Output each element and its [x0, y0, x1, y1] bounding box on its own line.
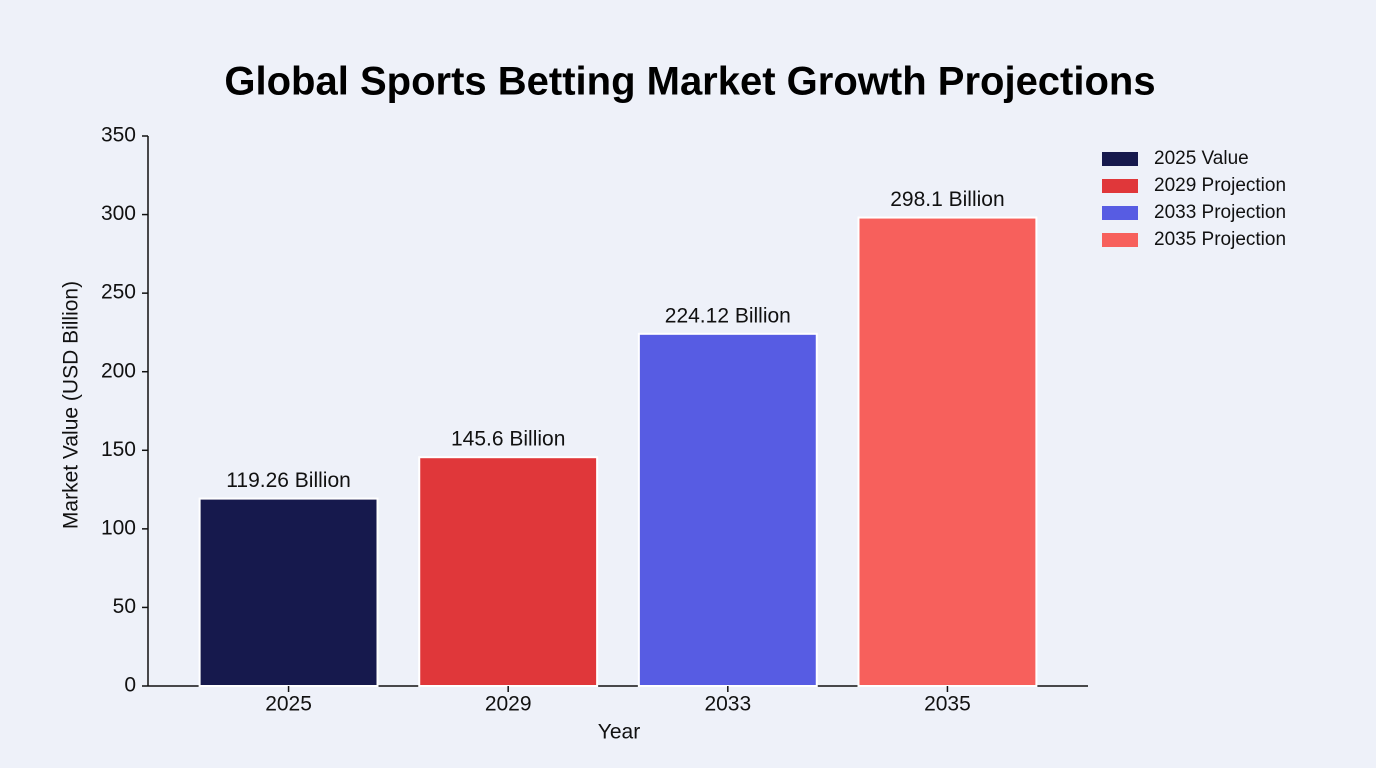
legend-swatch [1102, 152, 1138, 166]
y-tick-label: 200 [101, 359, 136, 382]
y-tick-label: 100 [101, 516, 136, 539]
value-label: 224.12 Billion [665, 304, 791, 327]
x-tick-label: 2025 [265, 693, 312, 716]
bar [857, 216, 1038, 688]
x-axis-label: Year [598, 721, 640, 744]
bar [418, 456, 599, 688]
value-label: 298.1 Billion [890, 188, 1004, 211]
legend-label: 2025 Value [1154, 148, 1249, 169]
legend-swatch [1102, 233, 1138, 247]
y-tick-label: 150 [101, 438, 136, 461]
y-tick-label: 300 [101, 202, 136, 225]
y-tick-label: 350 [101, 124, 136, 147]
legend-swatch [1102, 179, 1138, 193]
x-tick-label: 2035 [924, 693, 971, 716]
legend-label: 2035 Projection [1154, 229, 1286, 250]
legend-label: 2033 Projection [1154, 202, 1286, 223]
y-tick-label: 0 [124, 674, 136, 697]
y-axis-label: Market Value (USD Billion) [60, 281, 83, 529]
bar [198, 497, 379, 687]
value-label: 145.6 Billion [451, 428, 565, 451]
y-tick-label: 250 [101, 281, 136, 304]
bar [637, 332, 818, 687]
y-tick-label: 50 [113, 595, 136, 618]
legend-swatch [1102, 206, 1138, 220]
x-tick-label: 2029 [485, 693, 532, 716]
chart-title: Global Sports Betting Market Growth Proj… [224, 60, 1155, 104]
legend-label: 2029 Projection [1154, 175, 1286, 196]
value-label: 119.26 Billion [226, 469, 351, 492]
x-tick-label: 2033 [704, 693, 751, 716]
